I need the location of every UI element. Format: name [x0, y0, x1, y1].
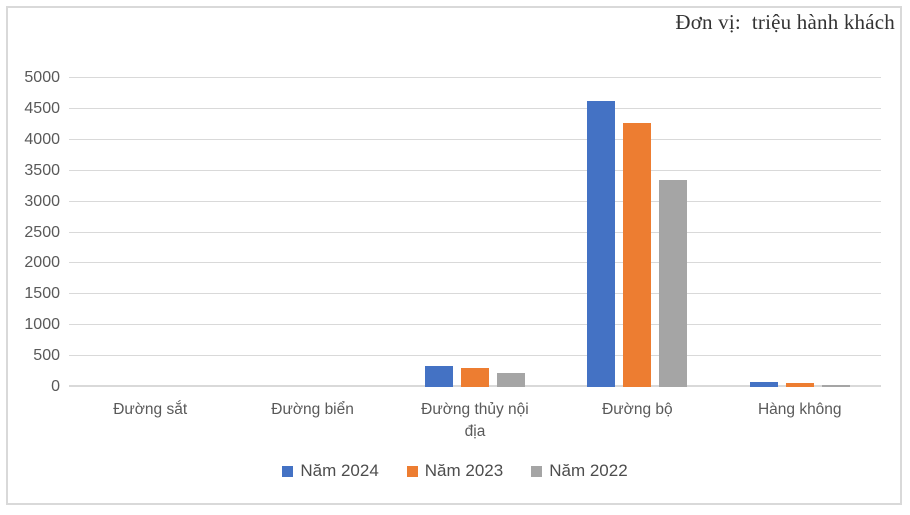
gridline-4500 [69, 107, 881, 109]
chart-unit-label: Đơn vị: triệu hành khách [675, 10, 895, 34]
legend: Năm 2024 Năm 2023 Năm 2022 [0, 461, 910, 481]
y-axis-tick-labels: 0 500 1000 1500 2000 2500 3000 3500 4000 4500 5000 [8, 70, 60, 395]
x-label-text: Hàng không [757, 401, 842, 418]
y-tick-label-4000: 4000 [24, 130, 60, 148]
x-label-duong-bien: Đường biển [231, 399, 393, 442]
legend-item-nam-2024: Năm 2024 [282, 461, 379, 481]
y-tick-label-4500: 4500 [24, 99, 60, 117]
bar-group-duong-thuy-noi-dia [394, 78, 556, 387]
bar-nam-2023-duong-thuy-noi-dia [460, 368, 489, 387]
bar-group-duong-bo [556, 78, 718, 387]
y-tick-label-2000: 2000 [24, 254, 60, 272]
legend-swatch-icon [406, 465, 418, 477]
x-label-text: Đường thủy nội địa [421, 401, 529, 440]
x-axis-category-labels: Đường sắt Đường biển Đường thủy nội địa Đườ… [69, 399, 881, 442]
legend-swatch-icon [282, 465, 294, 477]
plot-area [69, 77, 881, 387]
x-label-duong-bo: Đường bộ [556, 399, 718, 442]
gridline-1000 [69, 324, 881, 326]
y-tick-label-1000: 1000 [24, 316, 60, 334]
y-tick-label-2500: 2500 [24, 223, 60, 241]
bar-nam-2024-duong-thuy-noi-dia [424, 365, 453, 387]
bar-nam-2022-hang-khong [821, 384, 850, 387]
bar-nam-2022-duong-bo [659, 179, 688, 387]
x-label-duong-sat: Đường sắt [69, 399, 231, 442]
gridline-500 [69, 355, 881, 357]
bar-nam-2024-hang-khong [749, 382, 778, 387]
gridline-2000 [69, 262, 881, 264]
y-tick-label-0: 0 [51, 378, 60, 395]
legend-label: Năm 2024 [300, 461, 379, 480]
legend-label: Năm 2022 [549, 461, 628, 480]
y-tick-label-3000: 3000 [24, 192, 60, 210]
bar-group-duong-bien [231, 78, 393, 387]
gridline-2500 [69, 231, 881, 233]
legend-item-nam-2023: Năm 2023 [406, 461, 504, 481]
x-label-text: Đường sắt [113, 401, 188, 418]
y-tick-label-500: 500 [33, 347, 60, 365]
x-label-text: Đường biển [271, 401, 354, 418]
legend-swatch-icon [531, 465, 543, 477]
bar-nam-2023-duong-bo [623, 122, 652, 387]
chart-frame-border [6, 6, 902, 505]
bar-nam-2023-hang-khong [785, 382, 814, 387]
bar-nam-2022-duong-thuy-noi-dia [496, 372, 525, 387]
gridline-3500 [69, 169, 881, 171]
legend-label: Năm 2023 [424, 461, 504, 480]
y-tick-label-5000: 5000 [24, 69, 60, 86]
x-label-duong-thuy-noi-dia: Đường thủy nội địa [394, 399, 556, 442]
y-tick-label-3500: 3500 [24, 161, 60, 179]
x-label-hang-khong: Hàng không [719, 399, 881, 442]
gridline-3000 [69, 200, 881, 202]
x-label-text: Đường bộ [602, 401, 673, 418]
bar-group-hang-khong [719, 78, 881, 387]
bar-group-duong-sat [69, 78, 231, 387]
gridline-4000 [69, 138, 881, 140]
y-tick-label-1500: 1500 [24, 285, 60, 303]
bar-nam-2024-duong-bo [587, 100, 616, 387]
gridline-5000 [69, 77, 881, 78]
gridline-1500 [69, 293, 881, 295]
legend-item-nam-2022: Năm 2022 [531, 461, 628, 481]
